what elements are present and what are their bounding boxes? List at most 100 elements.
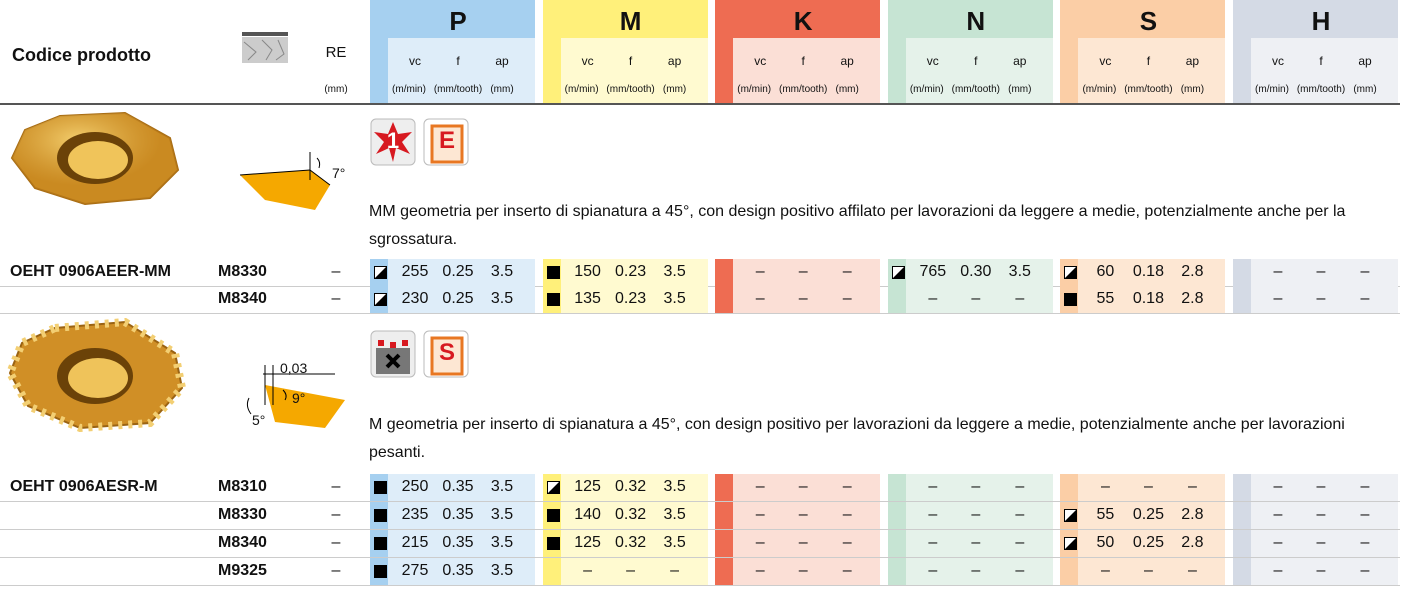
cell-band [1233, 474, 1398, 501]
group-strip [542, 558, 561, 585]
group-name: S [1139, 6, 1158, 36]
cell-value: 235 [401, 506, 429, 523]
cell-value: – [1100, 478, 1110, 495]
cell-value: – [1015, 534, 1025, 551]
group-strip [1233, 502, 1251, 529]
angle-label: 0,03 [280, 360, 308, 376]
group-subheader-band [1060, 38, 1226, 103]
cell-band [715, 558, 881, 585]
column-label: vc [926, 54, 939, 68]
grade: M8340 [218, 534, 267, 551]
group-strip [1233, 474, 1251, 501]
unit-label: (mm) [1353, 84, 1377, 95]
angle-label: 7° [332, 165, 346, 181]
cell-value: 0.32 [615, 506, 647, 523]
group-strip [715, 286, 734, 313]
cell-value: – [1360, 478, 1370, 495]
grade-symbol [1064, 293, 1078, 306]
cell-value: – [971, 562, 981, 579]
cell-value: – [1360, 263, 1370, 280]
cell-band [542, 259, 708, 286]
unit-label: (m/min) [564, 84, 599, 95]
angle-label: 9° [292, 390, 306, 406]
group-strip [715, 259, 734, 286]
cell-band [887, 259, 1053, 286]
cell-value: – [1187, 478, 1197, 495]
column-label: f [974, 54, 978, 68]
group-name: N [966, 6, 986, 36]
group-strip [1233, 38, 1251, 103]
re-unit: (mm) [324, 84, 348, 95]
unit-label: (mm/tooth) [1124, 84, 1173, 95]
cell-value: – [1015, 478, 1025, 495]
group-strip [887, 286, 906, 313]
grade: M8330 [218, 263, 267, 280]
description: MM geometria per inserto di spianatura a… [369, 203, 1346, 248]
cell-value: 0.25 [442, 263, 474, 280]
cell-value: 255 [401, 263, 429, 280]
group-strip [887, 38, 906, 103]
column-label: ap [840, 54, 854, 68]
cell-value: – [1143, 562, 1153, 579]
group-strip [715, 474, 734, 501]
cell-value: – [928, 290, 938, 307]
cell-band [1060, 558, 1226, 585]
grade-symbol [1064, 509, 1078, 522]
cell-value: – [842, 263, 852, 280]
column-label: ap [1185, 54, 1200, 68]
group-header-band [370, 0, 535, 38]
unit-label: (mm) [1180, 84, 1205, 95]
unit-label: (mm) [662, 84, 687, 95]
cell-value: 0.18 [1132, 263, 1164, 280]
group-header-band [715, 0, 881, 38]
cell-value: – [1187, 562, 1197, 579]
cell-band [887, 558, 1053, 585]
column-label: f [1319, 54, 1323, 68]
group-strip [370, 38, 388, 103]
cell-value: 3.5 [490, 263, 514, 280]
geometry-letter: S [438, 339, 456, 366]
re-value: – [331, 562, 341, 579]
cell-value: 150 [574, 263, 601, 280]
cell-band [370, 502, 535, 529]
grade-symbol [1064, 537, 1078, 550]
column-label: f [801, 54, 805, 68]
re-value: – [331, 506, 341, 523]
cell-band [542, 530, 708, 557]
group-strip [715, 502, 734, 529]
cell-value: 0.35 [442, 478, 474, 495]
group-strip [887, 558, 906, 585]
cell-value: 0.35 [442, 506, 474, 523]
cell-value: – [842, 478, 852, 495]
cell-band [1060, 502, 1226, 529]
cell-value: – [1360, 562, 1370, 579]
cell-band [887, 474, 1053, 501]
unit-label: (mm/tooth) [433, 84, 483, 95]
column-label: vc [409, 54, 421, 68]
unit-label: (m/min) [392, 84, 426, 95]
cell-value: 3.5 [663, 534, 686, 551]
cell-band [1060, 530, 1226, 557]
cell-band [1060, 259, 1226, 286]
cell-value: – [1360, 290, 1370, 307]
column-label: vc [1272, 54, 1284, 68]
cell-value: 230 [401, 290, 429, 307]
cell-value: 765 [919, 263, 947, 280]
angle-label: 5° [252, 412, 266, 428]
group-subheader-band [542, 38, 708, 103]
cell-value: – [1015, 562, 1025, 579]
group-name: M [619, 6, 642, 36]
group-strip [1233, 286, 1251, 313]
cell-value: – [1273, 478, 1283, 495]
cell-band [1233, 286, 1398, 313]
cell-value: – [1360, 506, 1370, 523]
cell-value: 3.5 [1008, 263, 1031, 280]
unit-label: (mm/tooth) [606, 84, 655, 95]
unit-label: (mm) [490, 84, 514, 95]
cell-value: – [1316, 506, 1326, 523]
cell-value: 2.8 [1181, 506, 1204, 523]
grade-symbol [374, 509, 387, 522]
group-name: K [793, 6, 813, 36]
cell-value: 3.5 [490, 290, 514, 307]
grade-symbol [546, 293, 560, 306]
